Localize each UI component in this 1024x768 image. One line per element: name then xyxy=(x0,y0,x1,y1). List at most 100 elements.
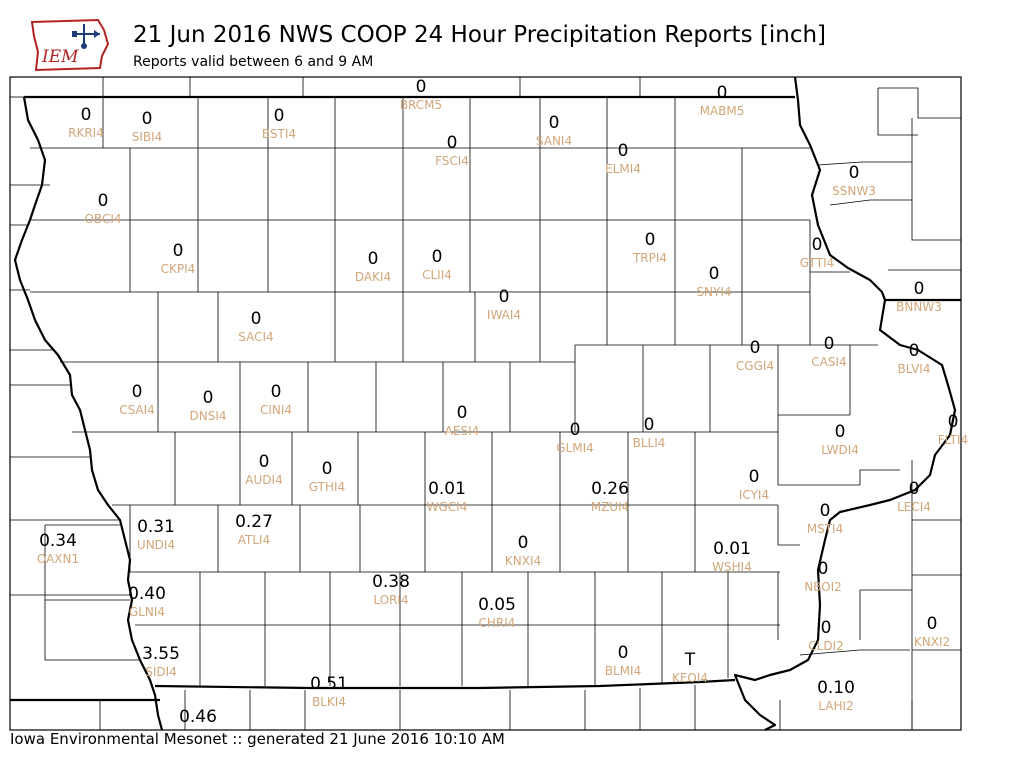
station-id: BLLI4 xyxy=(633,436,666,450)
precip-value: 0 xyxy=(142,109,153,129)
station-id: SANI4 xyxy=(536,134,572,148)
station-id: BSTI4 xyxy=(262,127,296,141)
station-id: GTHI4 xyxy=(309,480,345,494)
precip-value: 0 xyxy=(416,77,427,97)
precip-value: 0.46 xyxy=(179,707,217,727)
station-id: DAKI4 xyxy=(355,270,391,284)
precip-value: 0 xyxy=(274,106,285,126)
county-borders xyxy=(10,77,961,730)
precip-value: 0 xyxy=(644,415,655,435)
precip-value: 0.38 xyxy=(372,572,410,592)
precip-value: 0 xyxy=(322,459,333,479)
station-id: BLVI4 xyxy=(898,362,931,376)
station-id: AESI4 xyxy=(445,424,480,438)
station-labels: 0BRCM50MABM50RKRI40SIBI40BSTI40SANI40FSC… xyxy=(37,77,968,727)
station-id: GLNI4 xyxy=(129,605,165,619)
precip-value: 0 xyxy=(518,533,529,553)
precip-value: 0 xyxy=(818,559,829,579)
station-id: KNXI4 xyxy=(505,554,541,568)
precip-value: 0 xyxy=(81,105,92,125)
station-id: DNSI4 xyxy=(189,409,226,423)
station-id: WGCI4 xyxy=(427,500,468,514)
precip-value: 0 xyxy=(909,479,920,499)
precip-value: 0 xyxy=(709,264,720,284)
station-id: LAHI2 xyxy=(818,699,853,713)
precip-value: 0 xyxy=(824,334,835,354)
precip-value: 0 xyxy=(750,338,761,358)
precip-value: 0 xyxy=(812,235,823,255)
station-id: ATLI4 xyxy=(238,533,270,547)
precip-value: 0 xyxy=(835,422,846,442)
station-plot: 0.46 xyxy=(179,707,217,727)
station-id: FLTI4 xyxy=(938,433,968,447)
precip-value: 0.26 xyxy=(591,479,629,499)
map-subtitle: Reports valid between 6 and 9 AM xyxy=(133,54,374,70)
iowa-outline-logo-shape xyxy=(30,18,110,72)
precip-value: 0.31 xyxy=(137,517,175,537)
precip-value: 0 xyxy=(447,133,458,153)
map-frame xyxy=(9,76,962,731)
precip-value: 0.34 xyxy=(39,531,77,551)
precip-value: 0 xyxy=(98,191,109,211)
precip-value: T xyxy=(684,650,696,670)
station-id: SIBI4 xyxy=(132,130,163,144)
station-id: MSTI4 xyxy=(807,522,843,536)
station-id: OAXN1 xyxy=(37,552,79,566)
precip-value: 0 xyxy=(849,163,860,183)
precip-value: 0 xyxy=(821,618,832,638)
precip-value: 0.51 xyxy=(310,674,348,694)
station-id: MZUI4 xyxy=(591,500,630,514)
station-id: SACI4 xyxy=(238,330,273,344)
station-id: ELMI4 xyxy=(605,162,641,176)
precip-value: 0 xyxy=(173,241,184,261)
precip-value: 0 xyxy=(927,614,938,634)
precip-value: 0 xyxy=(368,249,379,269)
precip-value: 0.01 xyxy=(428,479,466,499)
station-id: GTTI4 xyxy=(800,256,835,270)
station-id: CINI4 xyxy=(260,403,292,417)
station-id: CGGI4 xyxy=(736,359,774,373)
precip-value: 0 xyxy=(432,247,443,267)
station-id: FSCI4 xyxy=(435,154,469,168)
station-id: GLMI4 xyxy=(556,441,594,455)
station-id: BNNW3 xyxy=(896,300,942,314)
precip-value: 0 xyxy=(251,309,262,329)
station-id: KEOI4 xyxy=(672,671,708,685)
station-id: BLKI4 xyxy=(312,695,346,709)
precip-value: 0 xyxy=(259,452,270,472)
precip-value: 0 xyxy=(271,382,282,402)
precip-value: 0 xyxy=(618,643,629,663)
station-id: IWAI4 xyxy=(487,308,521,322)
station-id: NBOI2 xyxy=(804,580,842,594)
precip-value: 0.01 xyxy=(713,539,751,559)
